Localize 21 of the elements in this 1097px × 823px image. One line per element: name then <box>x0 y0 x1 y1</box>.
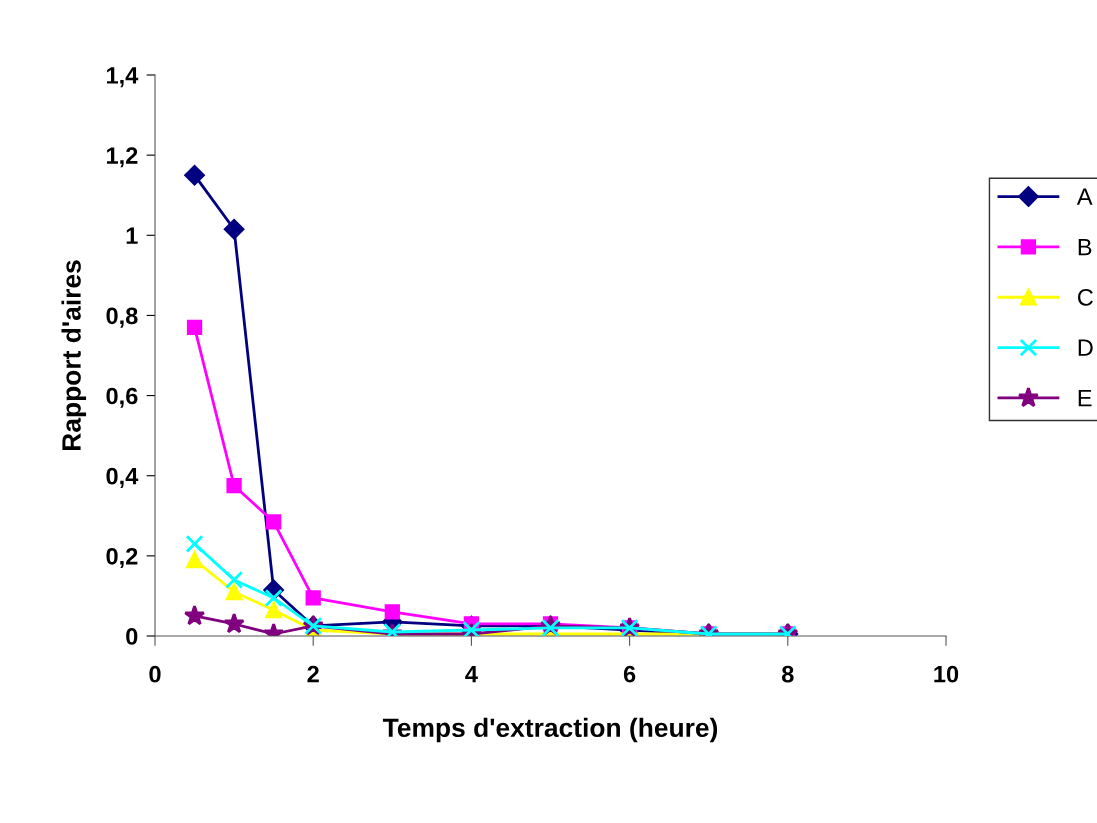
y-tick-label: 0,2 <box>106 547 138 569</box>
x-tick-label: 10 <box>934 665 959 683</box>
legend-label: D <box>1078 339 1093 356</box>
legend-label: E <box>1078 389 1092 407</box>
x-tick-label: 6 <box>623 665 636 683</box>
x-tick-label: 0 <box>149 665 161 683</box>
y-tick-label: 1,2 <box>107 147 138 168</box>
x-tick-label: 2 <box>307 665 319 683</box>
y-axis-title: Rapport d'aires <box>61 260 87 450</box>
x-tick-label: 8 <box>781 665 794 683</box>
y-tick-label: 1 <box>126 227 138 244</box>
y-tick-label: 0,4 <box>106 467 139 488</box>
y-tick-label: 0,6 <box>106 387 138 408</box>
legend-label: C <box>1078 289 1093 306</box>
x-tick-label: 4 <box>465 666 478 683</box>
legend-label: B <box>1078 238 1092 256</box>
x-axis-title: Temps d'extraction (heure) <box>382 717 718 743</box>
legend-label: A <box>1076 188 1093 205</box>
y-tick-label: 1,4 <box>107 67 139 88</box>
y-tick-label: 0 <box>126 628 138 645</box>
y-tick-label: 0,8 <box>106 307 138 328</box>
